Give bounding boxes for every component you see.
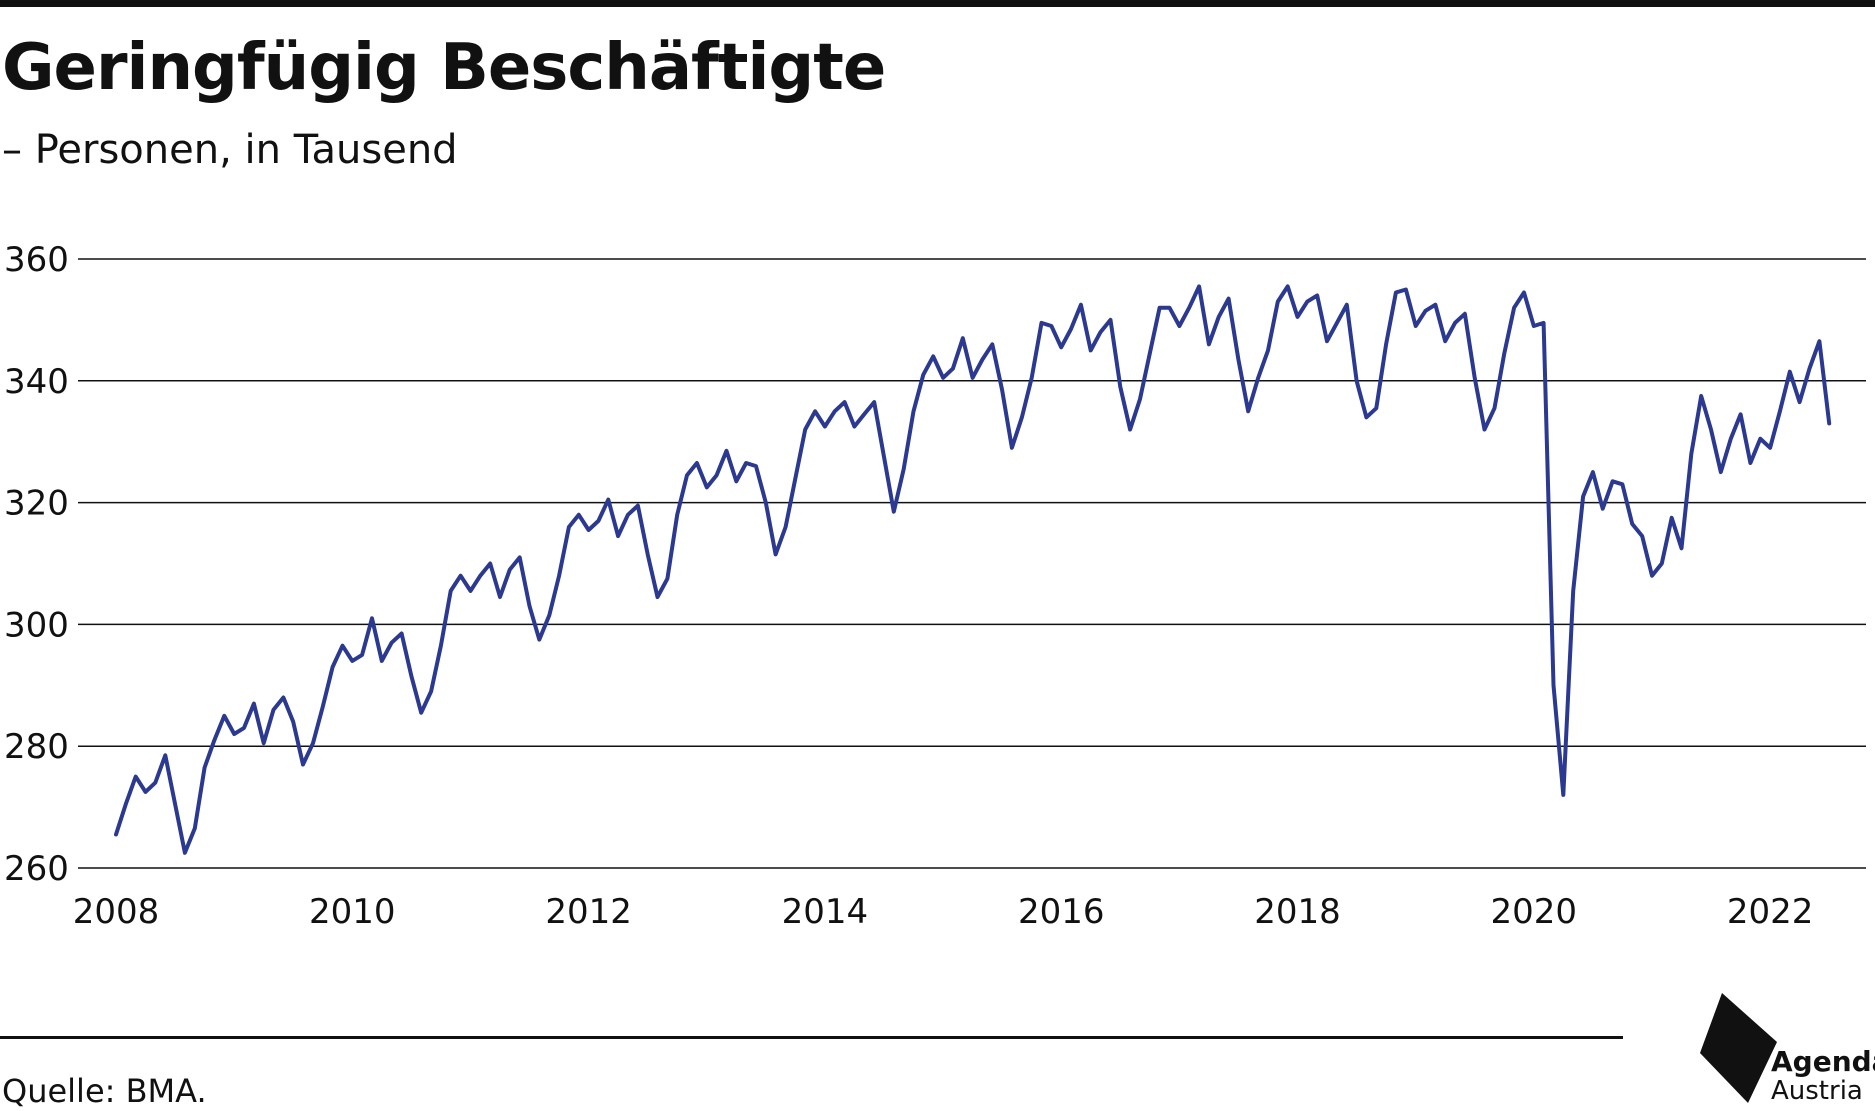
chart-title: Geringfügig Beschäftigte bbox=[2, 31, 886, 105]
x-tick-label: 2010 bbox=[309, 892, 396, 932]
series-layer bbox=[114, 284, 1832, 855]
x-tick-label: 2020 bbox=[1491, 892, 1578, 932]
bottom-rule bbox=[0, 1036, 1623, 1039]
y-tick-label: 360 bbox=[4, 240, 69, 280]
x-tick-label: 2008 bbox=[73, 892, 160, 932]
agenda-austria-logo: Agenda Austria bbox=[1697, 990, 1875, 1107]
logo-text-agenda: Agenda bbox=[1771, 1045, 1875, 1078]
chart-subtitle: – Personen, in Tausend bbox=[2, 127, 458, 173]
gridlines bbox=[78, 258, 1866, 869]
y-tick-label: 260 bbox=[4, 849, 69, 889]
y-tick-label: 300 bbox=[4, 605, 69, 645]
y-axis-ticks: 260 280 300 320 340 360 bbox=[4, 240, 69, 889]
top-rule bbox=[0, 0, 1875, 7]
logo-mark-icon bbox=[1700, 993, 1777, 1103]
logo-text-austria: Austria bbox=[1771, 1076, 1863, 1106]
x-tick-label: 2012 bbox=[545, 892, 632, 932]
x-axis-ticks: 2008 2010 2012 2014 2016 2018 2020 2022 bbox=[73, 892, 1814, 932]
x-tick-label: 2022 bbox=[1727, 892, 1814, 932]
y-tick-label: 320 bbox=[4, 484, 69, 524]
x-tick-label: 2014 bbox=[782, 892, 869, 932]
series-line-0 bbox=[114, 284, 1832, 855]
x-tick-label: 2018 bbox=[1254, 892, 1341, 932]
y-tick-label: 340 bbox=[4, 362, 69, 402]
x-tick-label: 2016 bbox=[1018, 892, 1105, 932]
source-note: Quelle: BMA. bbox=[2, 1072, 207, 1110]
y-tick-label: 280 bbox=[4, 727, 69, 767]
